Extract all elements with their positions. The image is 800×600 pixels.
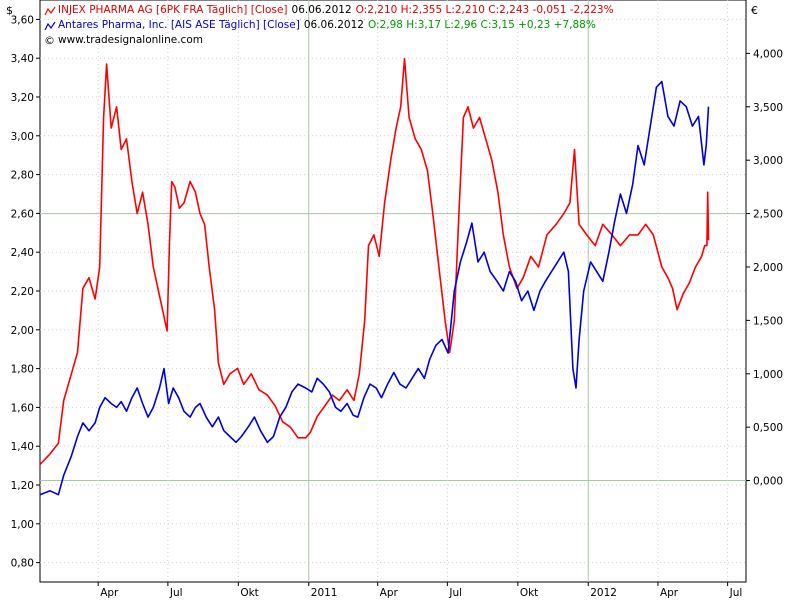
right-tick-label: 4,000 (753, 48, 783, 60)
left-tick-label: 1,40 (11, 441, 34, 453)
legend-row-antares: Antares Pharma, Inc. [AIS ASE Täglich] [… (44, 18, 614, 33)
x-tick-label: Okt (520, 587, 538, 599)
left-tick-label: 2,60 (11, 208, 34, 220)
antares-ohlc: O:2,98 H:3,17 L:2,96 C:3,15 +0,23 +7,88% (367, 19, 596, 31)
x-axis: Apr Jul Okt 2011 Apr Jul Okt 2012 Apr Jul (97, 582, 743, 599)
antares-series-name: Antares Pharma, Inc. [AIS ASE Täglich] [… (58, 19, 300, 31)
injex-ohlc: O:2,210 H:2,355 L:2,210 C:2,243 -0,051 -… (355, 4, 614, 16)
x-tick-label: Jul (729, 587, 743, 599)
left-tick-label: 1,20 (11, 480, 34, 492)
left-tick-label: 2,00 (11, 325, 34, 337)
right-axis-unit: € (751, 4, 758, 17)
left-tick-label: 1,00 (11, 519, 34, 531)
left-tick-label: 3,60 (11, 14, 34, 26)
left-tick-label: 2,80 (11, 170, 34, 182)
x-tick-label: 2011 (311, 587, 338, 599)
right-tick-label: 1,000 (753, 369, 783, 381)
series-line-antares (39, 80, 710, 496)
legend-row-injex: INJEX PHARMA AG [6PK FRA Täglich] [Close… (44, 3, 614, 18)
left-tick-label: 3,20 (11, 92, 34, 104)
left-tick-label: 2,40 (11, 247, 34, 259)
left-axis: 0,80 1,00 1,20 1,40 1,60 1,80 2,00 2,20 2,40 2,60… (11, 14, 40, 570)
copyright-icon: © (44, 33, 55, 47)
x-tick-label: Jul (448, 587, 462, 599)
x-tick-label: Apr (660, 587, 679, 599)
right-tick-label: 3,500 (753, 102, 783, 114)
watermark: www.tradesignalonline.com (58, 34, 203, 46)
injex-series-name: INJEX PHARMA AG [6PK FRA Täglich] [Close… (58, 4, 288, 16)
left-tick-label: 1,60 (11, 402, 34, 414)
grid (40, 0, 746, 582)
left-tick-label: 2,20 (11, 286, 34, 298)
series-line-injex (39, 57, 710, 466)
injex-date: 06.06.2012 (291, 4, 352, 16)
right-tick-label: 0,000 (753, 476, 783, 488)
right-tick-label: 3,000 (753, 155, 783, 167)
blue-line-icon (44, 21, 56, 30)
series-layer (39, 57, 710, 496)
right-tick-label: 0,500 (753, 422, 783, 434)
x-tick-label: 2012 (590, 587, 617, 599)
x-tick-label: Apr (380, 587, 399, 599)
left-tick-label: 3,40 (11, 53, 34, 65)
x-tick-label: Okt (240, 587, 258, 599)
red-line-icon (44, 6, 56, 15)
left-axis-unit: $ (6, 4, 13, 17)
left-tick-label: 1,80 (11, 364, 34, 376)
right-tick-label: 1,500 (753, 315, 783, 327)
x-tick-label: Jul (169, 587, 183, 599)
x-tick-label: Apr (100, 587, 119, 599)
right-axis: 0,000 0,500 1,000 1,500 2,000 2,500 3,000 3,500… (746, 48, 783, 488)
legend: INJEX PHARMA AG [6PK FRA Täglich] [Close… (44, 3, 614, 48)
right-tick-label: 2,000 (753, 262, 783, 274)
left-tick-label: 3,00 (11, 131, 34, 143)
antares-date: 06.06.2012 (303, 19, 364, 31)
left-tick-label: 0,80 (11, 558, 34, 570)
legend-row-watermark: © www.tradesignalonline.com (44, 33, 614, 48)
right-tick-label: 2,500 (753, 209, 783, 221)
